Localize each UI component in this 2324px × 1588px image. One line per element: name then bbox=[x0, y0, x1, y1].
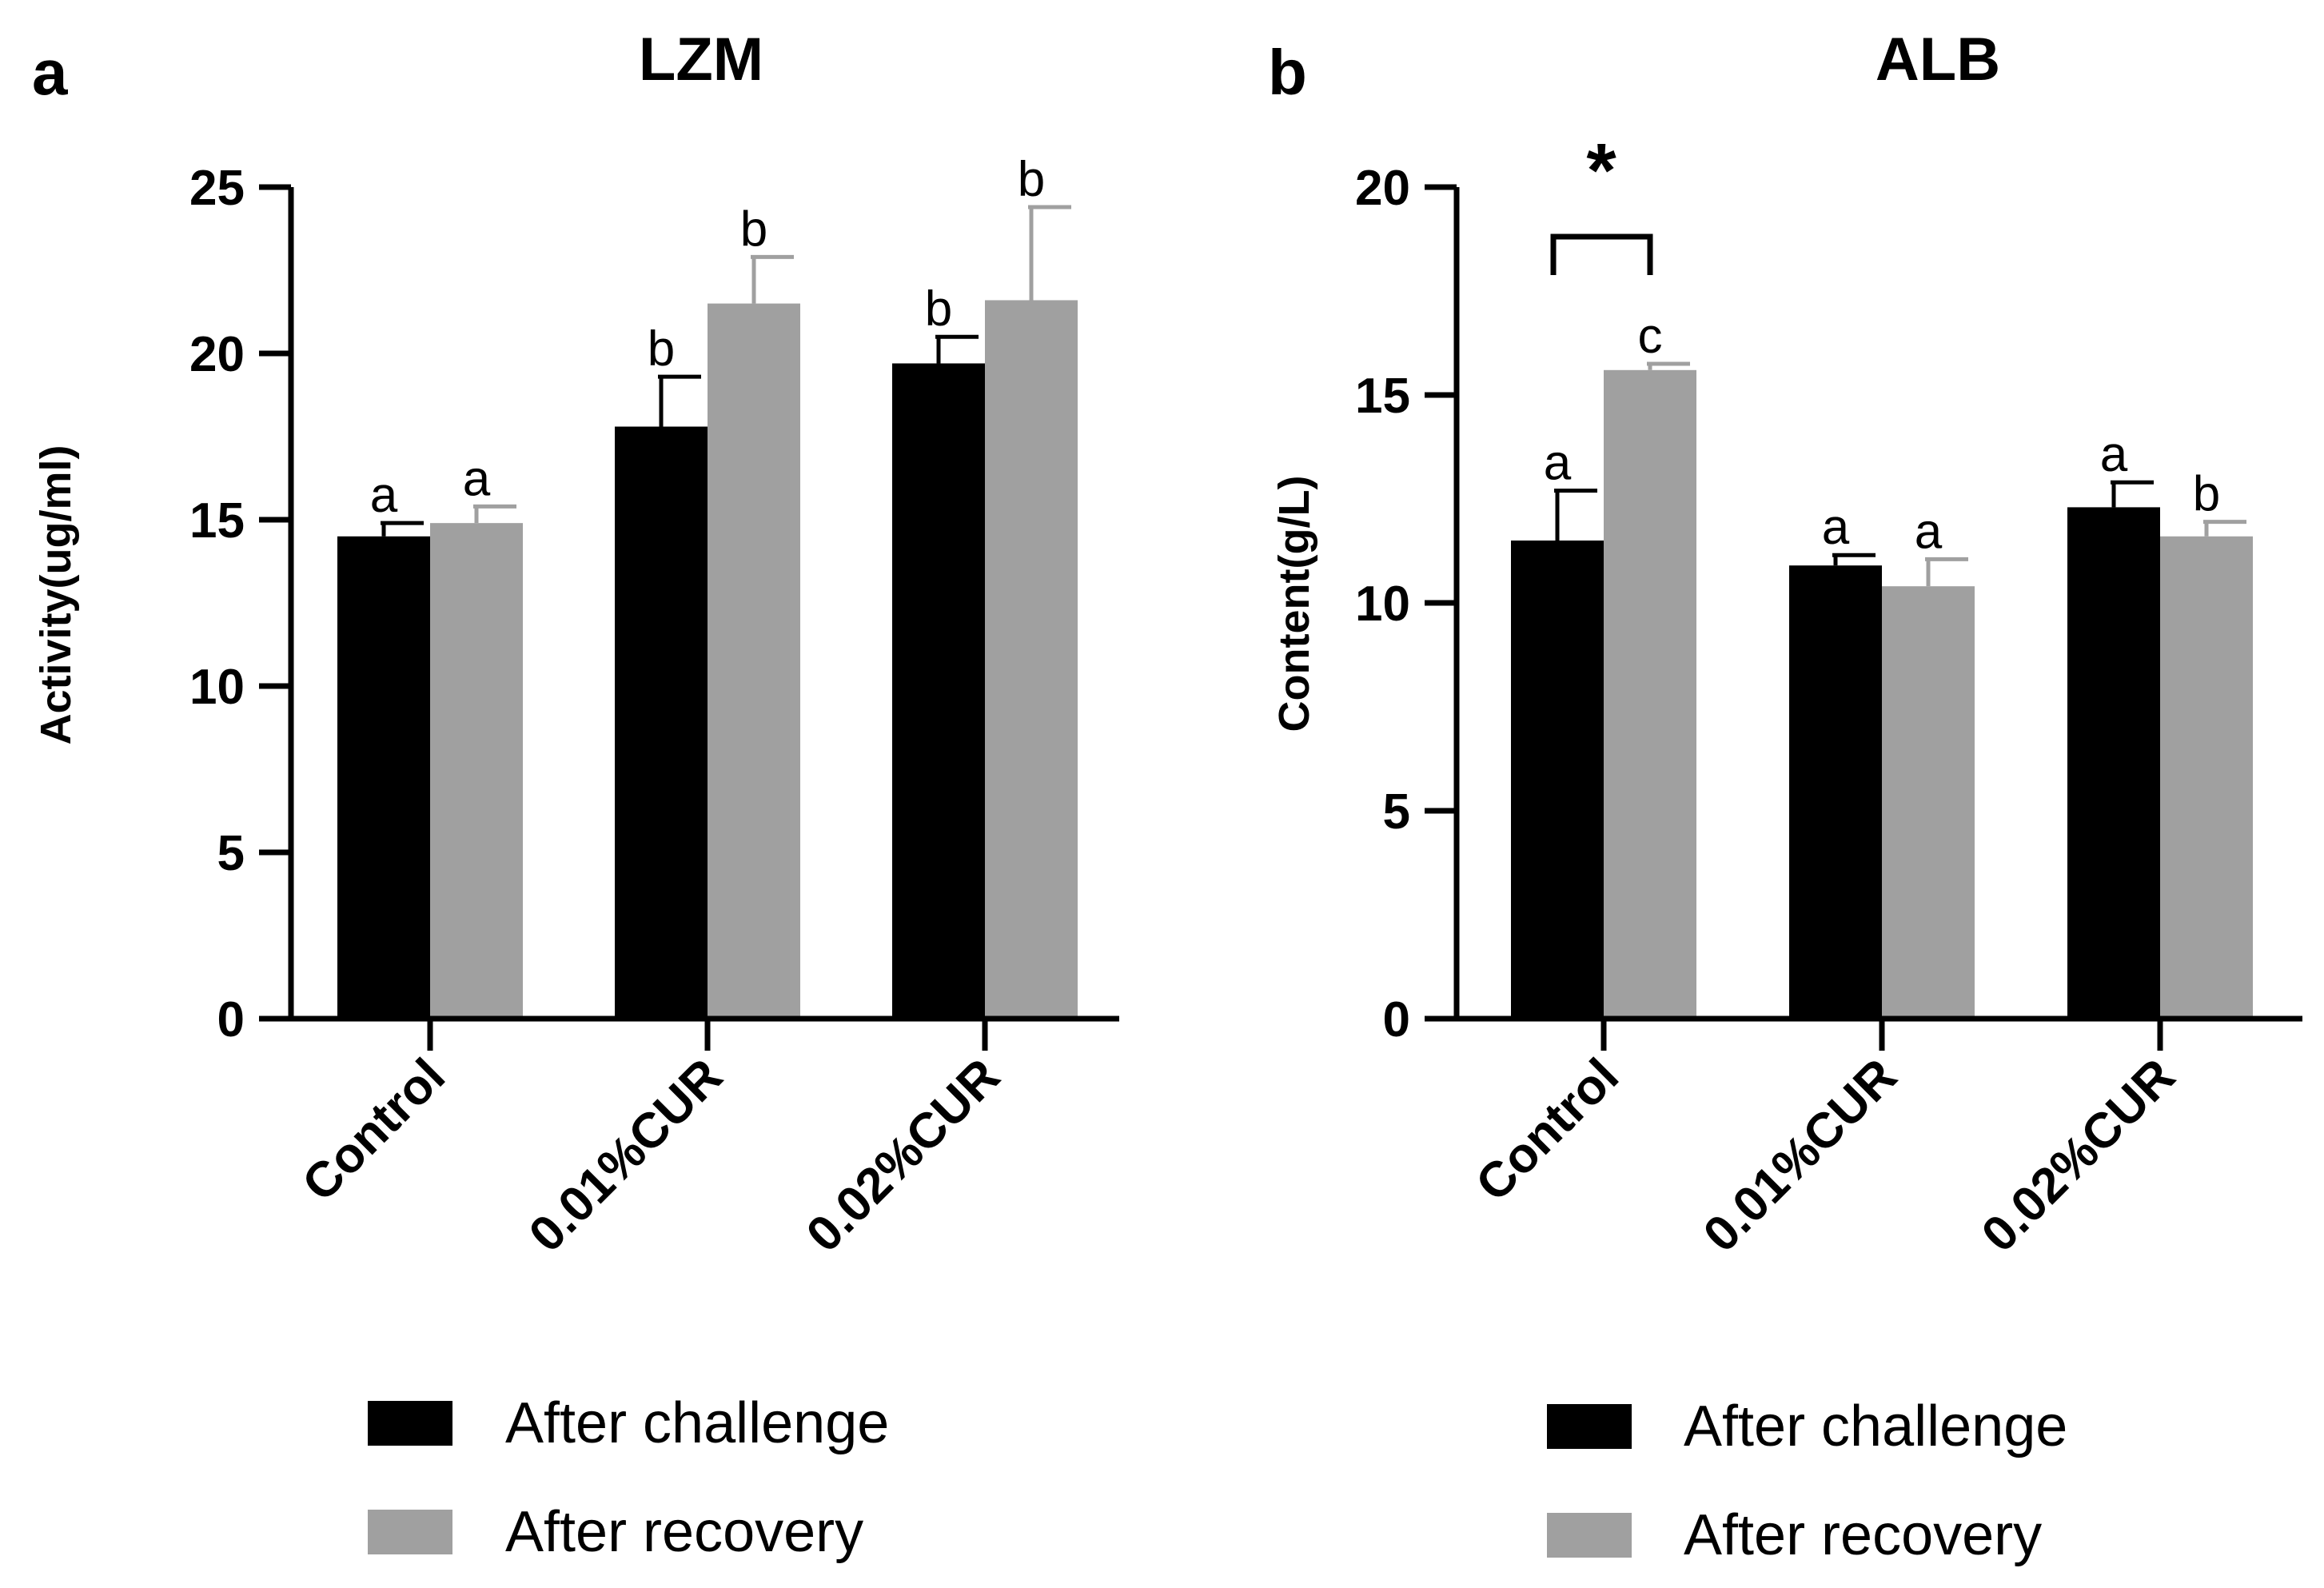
bar-lzm-control-after-recovery bbox=[430, 523, 523, 1019]
legend-label-after-challenge-lzm: After challenge bbox=[505, 1391, 889, 1455]
significance-letter-bar-lzm-control-after-challenge: a bbox=[370, 468, 398, 523]
significance-star: * bbox=[1586, 128, 1616, 213]
y-ticks-lzm: 0 5 10 15 20 25 bbox=[189, 161, 291, 1047]
y-tick-label-lzm-5: 5 bbox=[217, 826, 245, 881]
y-tick-label-lzm-20: 20 bbox=[189, 327, 245, 382]
y-tick-label-alb-15: 15 bbox=[1355, 369, 1410, 424]
axes-lzm bbox=[288, 187, 1119, 1022]
legend-label-after-recovery-alb: After recovery bbox=[1684, 1503, 2042, 1567]
legend-swatch-after-challenge-alb bbox=[1547, 1404, 1632, 1449]
y-tick-label-lzm-25: 25 bbox=[189, 161, 245, 216]
x-category-label-lzm-0-01-cur: 0.01%CUR bbox=[519, 1048, 733, 1263]
significance-letter-bar-alb-0-02-cur-after-challenge: a bbox=[2100, 427, 2128, 482]
legend-label-after-challenge-alb: After challenge bbox=[1684, 1394, 2067, 1458]
significance-letter-bar-lzm-0-02-cur-after-recovery: b bbox=[1018, 152, 1045, 207]
bar-alb-0-01-cur-after-challenge bbox=[1789, 565, 1882, 1019]
significance-letter-bar-lzm-0-02-cur-after-challenge: b bbox=[925, 281, 952, 337]
panel-letter-a: a bbox=[32, 37, 68, 108]
x-categories-lzm: Control 0.01%CUR 0.02%CUR bbox=[292, 1019, 1011, 1263]
legend-alb: After challenge After recovery bbox=[1547, 1394, 2067, 1567]
legend-swatch-after-recovery-alb bbox=[1547, 1513, 1632, 1558]
y-tick-label-alb-20: 20 bbox=[1355, 161, 1410, 216]
x-category-label-alb-0-01-cur: 0.01%CUR bbox=[1693, 1048, 1907, 1263]
y-tick-label-alb-5: 5 bbox=[1383, 784, 1410, 840]
significance-letter-bar-alb-0-02-cur-after-recovery: b bbox=[2193, 467, 2220, 522]
y-tick-label-lzm-0: 0 bbox=[217, 992, 245, 1047]
bar-lzm-control-after-challenge bbox=[337, 536, 430, 1019]
y-tick-label-lzm-15: 15 bbox=[189, 493, 245, 549]
y-axis-label-lzm: Activity(ug/ml) bbox=[32, 445, 80, 744]
significance-letter-bar-lzm-control-after-recovery: a bbox=[463, 451, 491, 506]
chart-panel-alb: b ALB Content(g/L) 0 5 10 15 20 a c a a a b * Con… bbox=[1268, 26, 2302, 1567]
y-ticks-alb: 0 5 10 15 20 bbox=[1355, 161, 1457, 1047]
bars-alb: a c a a a b bbox=[1511, 309, 2253, 1019]
x-category-label-lzm-0-02-cur: 0.02%CUR bbox=[796, 1048, 1011, 1263]
panel-letter-b: b bbox=[1268, 37, 1307, 108]
y-tick-label-alb-0: 0 bbox=[1383, 992, 1410, 1047]
bar-alb-0-02-cur-after-recovery bbox=[2160, 536, 2253, 1019]
significance-bracket-control-alb: * bbox=[1550, 128, 1653, 275]
bar-lzm-0-01-cur-after-challenge bbox=[615, 426, 708, 1019]
chart-title-alb: ALB bbox=[1876, 26, 2000, 94]
bar-alb-0-01-cur-after-recovery bbox=[1882, 586, 1975, 1019]
y-tick-label-alb-10: 10 bbox=[1355, 577, 1410, 632]
significance-letter-bar-lzm-0-01-cur-after-recovery: b bbox=[740, 201, 767, 257]
significance-letter-bar-alb-control-after-challenge: a bbox=[1544, 436, 1572, 491]
bar-lzm-0-02-cur-after-challenge bbox=[892, 363, 985, 1019]
legend-lzm: After challenge After recovery bbox=[368, 1391, 889, 1564]
significance-letter-bar-alb-0-01-cur-after-recovery: a bbox=[1915, 504, 1943, 559]
y-axis-label-alb: Content(g/L) bbox=[1270, 476, 1318, 732]
legend-label-after-recovery-lzm: After recovery bbox=[505, 1500, 863, 1564]
significance-letter-bar-lzm-0-01-cur-after-challenge: b bbox=[648, 321, 675, 377]
significance-letter-bar-alb-0-01-cur-after-challenge: a bbox=[1822, 500, 1850, 555]
x-categories-alb: Control 0.01%CUR 0.02%CUR bbox=[1465, 1019, 2186, 1263]
legend-swatch-after-recovery-lzm bbox=[368, 1510, 452, 1554]
chart-title-lzm: LZM bbox=[639, 26, 763, 94]
bar-lzm-0-01-cur-after-recovery bbox=[708, 303, 800, 1019]
bar-alb-control-after-challenge bbox=[1511, 541, 1604, 1019]
bar-alb-control-after-recovery bbox=[1604, 369, 1696, 1019]
significance-bracket-line bbox=[1550, 233, 1653, 275]
bars-lzm: a a b b b b bbox=[337, 152, 1078, 1019]
x-category-label-lzm-control: Control bbox=[292, 1048, 456, 1212]
bar-alb-0-02-cur-after-challenge bbox=[2067, 507, 2160, 1019]
x-category-label-alb-0-02-cur: 0.02%CUR bbox=[1971, 1048, 2186, 1263]
significance-letter-bar-alb-control-after-recovery: c bbox=[1638, 309, 1663, 364]
x-category-label-alb-control: Control bbox=[1465, 1048, 1629, 1212]
y-tick-label-lzm-10: 10 bbox=[189, 660, 245, 715]
bar-lzm-0-02-cur-after-recovery bbox=[985, 300, 1078, 1019]
legend-swatch-after-challenge-lzm bbox=[368, 1401, 452, 1446]
